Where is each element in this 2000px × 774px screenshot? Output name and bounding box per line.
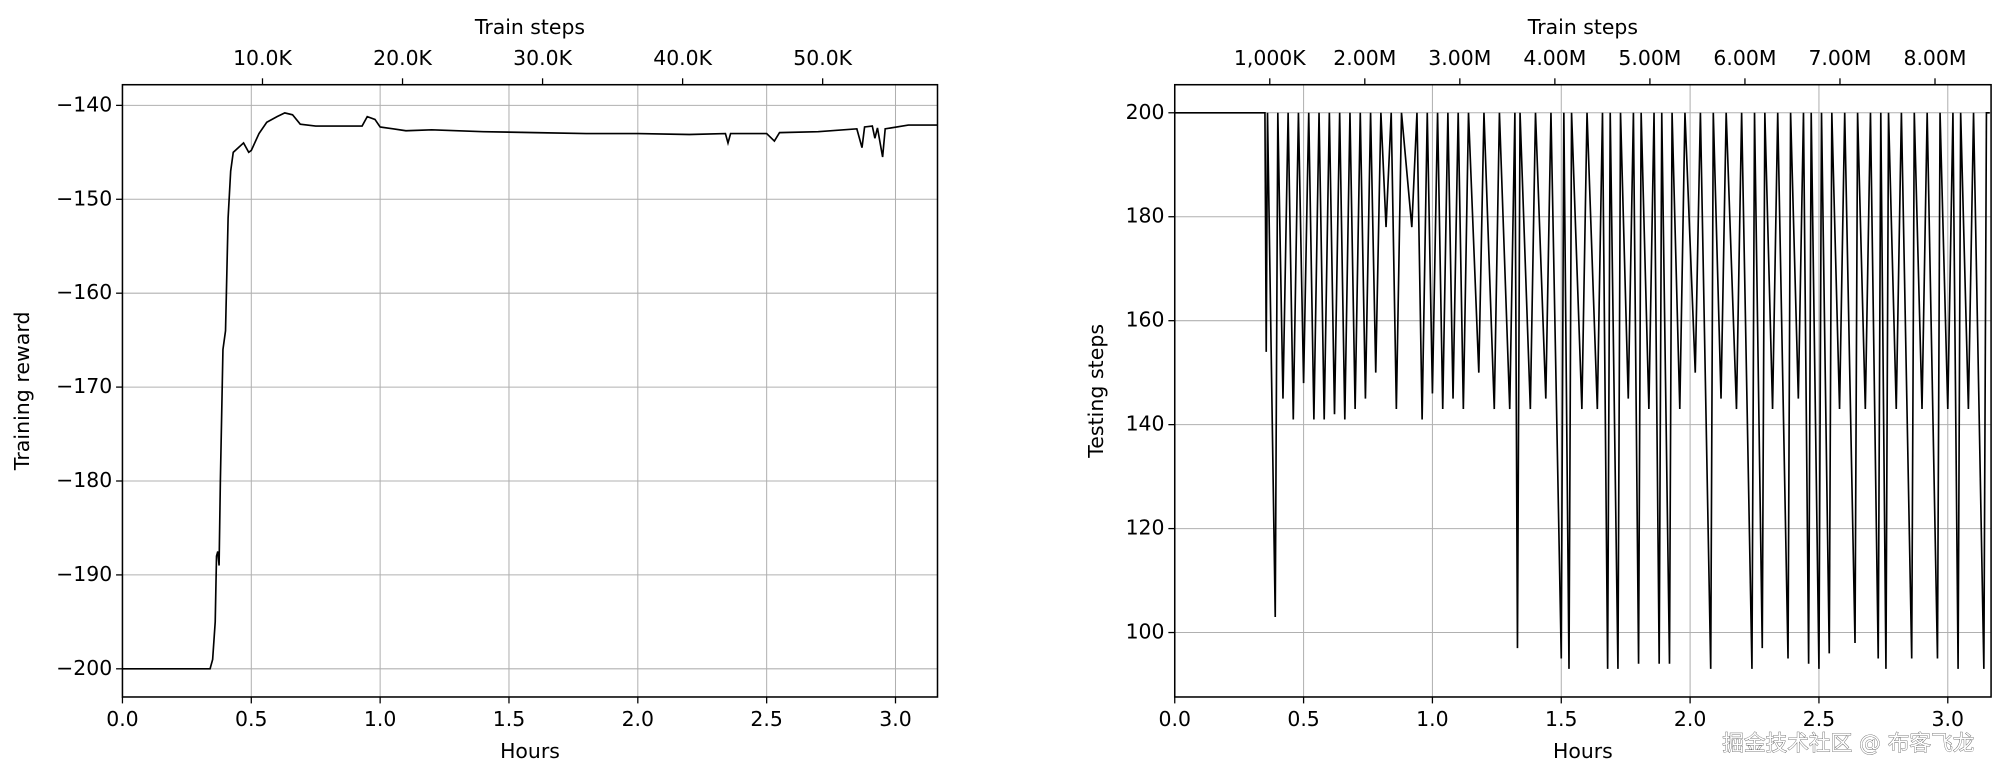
x-tick-label: 1.0 (1416, 707, 1448, 731)
x-tick-label: 2.0 (622, 707, 654, 731)
x-tick-label: 0.0 (106, 707, 138, 731)
y-tick-label: −190 (56, 562, 112, 586)
x2-tick-label: 1,000K (1234, 46, 1306, 70)
data-line (122, 112, 938, 670)
y-tick-label: −160 (56, 280, 112, 304)
y-tick-label: 160 (1126, 308, 1165, 332)
y-tick-label: 180 (1126, 204, 1165, 228)
data-line (1174, 111, 1990, 669)
y-tick-label: 200 (1126, 100, 1165, 124)
plot-frame (121, 83, 939, 698)
x-tick-label: 1.5 (493, 707, 525, 731)
x-tick-label: 3.0 (879, 707, 911, 731)
x2-tick-label: 50.0K (793, 46, 852, 70)
y-tick-label: −170 (56, 374, 112, 398)
x-axis-label: Hours (1553, 739, 1613, 763)
x2-tick-label: 4.00M (1523, 46, 1586, 70)
x2-tick-label: 6.00M (1713, 46, 1776, 70)
y-tick-label: 100 (1126, 619, 1165, 643)
x2-axis-label: Train steps (1527, 15, 1638, 39)
x-axis-label: Hours (500, 739, 560, 763)
x-tick-label: 0.0 (1159, 707, 1191, 731)
x-tick-label: 1.5 (1545, 707, 1577, 731)
x-tick-label: 0.5 (1287, 707, 1319, 731)
y-tick-label: 140 (1126, 412, 1165, 436)
y-tick-label: −150 (56, 186, 112, 210)
x-tick-label: 1.0 (364, 707, 396, 731)
x-tick-label: 2.0 (1674, 707, 1706, 731)
x2-tick-label: 3.00M (1428, 46, 1491, 70)
x2-tick-label: 5.00M (1618, 46, 1681, 70)
x2-tick-label: 40.0K (653, 46, 712, 70)
y-tick-label: −200 (56, 656, 112, 680)
y-tick-label: −140 (56, 92, 112, 116)
x2-tick-label: 10.0K (233, 46, 292, 70)
x2-tick-label: 8.00M (1903, 46, 1966, 70)
x2-tick-label: 30.0K (513, 46, 572, 70)
x-tick-label: 3.0 (1932, 707, 1964, 731)
x-tick-label: 2.5 (750, 707, 782, 731)
y-axis-label: Testing steps (1084, 324, 1108, 459)
x2-axis-label: Train steps (474, 15, 585, 39)
x2-tick-label: 2.00M (1333, 46, 1396, 70)
y-tick-label: −180 (56, 468, 112, 492)
y-tick-label: 120 (1126, 516, 1165, 540)
x2-tick-label: 20.0K (373, 46, 432, 70)
x2-tick-label: 7.00M (1808, 46, 1871, 70)
y-axis-label: Training reward (10, 312, 34, 472)
x-tick-label: 2.5 (1803, 707, 1835, 731)
x-tick-label: 0.5 (235, 707, 267, 731)
plot-frame (1173, 83, 1992, 698)
watermark: 掘金技术社区 @ 布客飞龙 (1722, 731, 1974, 756)
